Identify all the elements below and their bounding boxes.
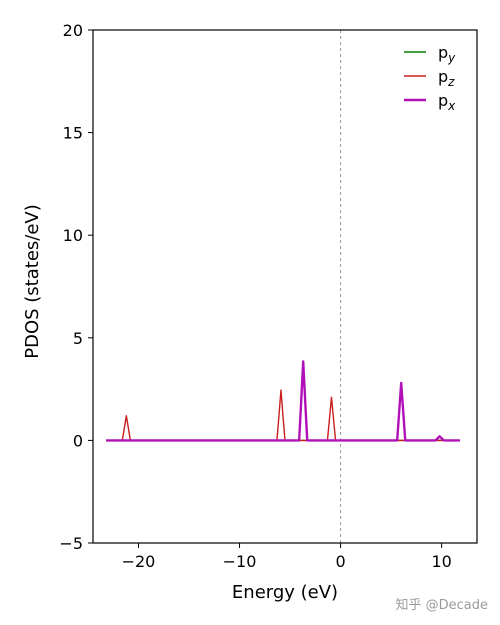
y-tick-label: −5: [59, 534, 83, 553]
series-layer: [106, 30, 460, 543]
x-tick-label: −20: [122, 552, 156, 571]
y-tick-label: 5: [73, 329, 83, 348]
x-axis-title: Energy (eV): [232, 582, 338, 603]
y-tick-label: 15: [63, 124, 83, 143]
plot-frame: [92, 29, 478, 544]
series-line-x: [106, 360, 460, 442]
y-tick-label: 10: [63, 226, 83, 245]
y-tick-label: 0: [73, 431, 83, 450]
axes-layer: −20 −10 0 10 −5 0 5 10 15 20 Energy (eV) PDOS (stat…: [22, 21, 478, 603]
watermark-text: 知乎 @Decade: [395, 598, 488, 613]
legend-label-y: py: [438, 43, 456, 65]
x-tick-label: −10: [223, 552, 257, 571]
y-tick-label: 20: [63, 21, 83, 40]
y-axis-title: PDOS (states/eV): [22, 204, 43, 359]
x-tick-label: 0: [335, 552, 345, 571]
series-line-z: [106, 389, 460, 442]
legend-label-x: px: [438, 91, 456, 113]
x-tick-label: 10: [431, 552, 451, 571]
legend-label-z: pz: [438, 67, 455, 89]
